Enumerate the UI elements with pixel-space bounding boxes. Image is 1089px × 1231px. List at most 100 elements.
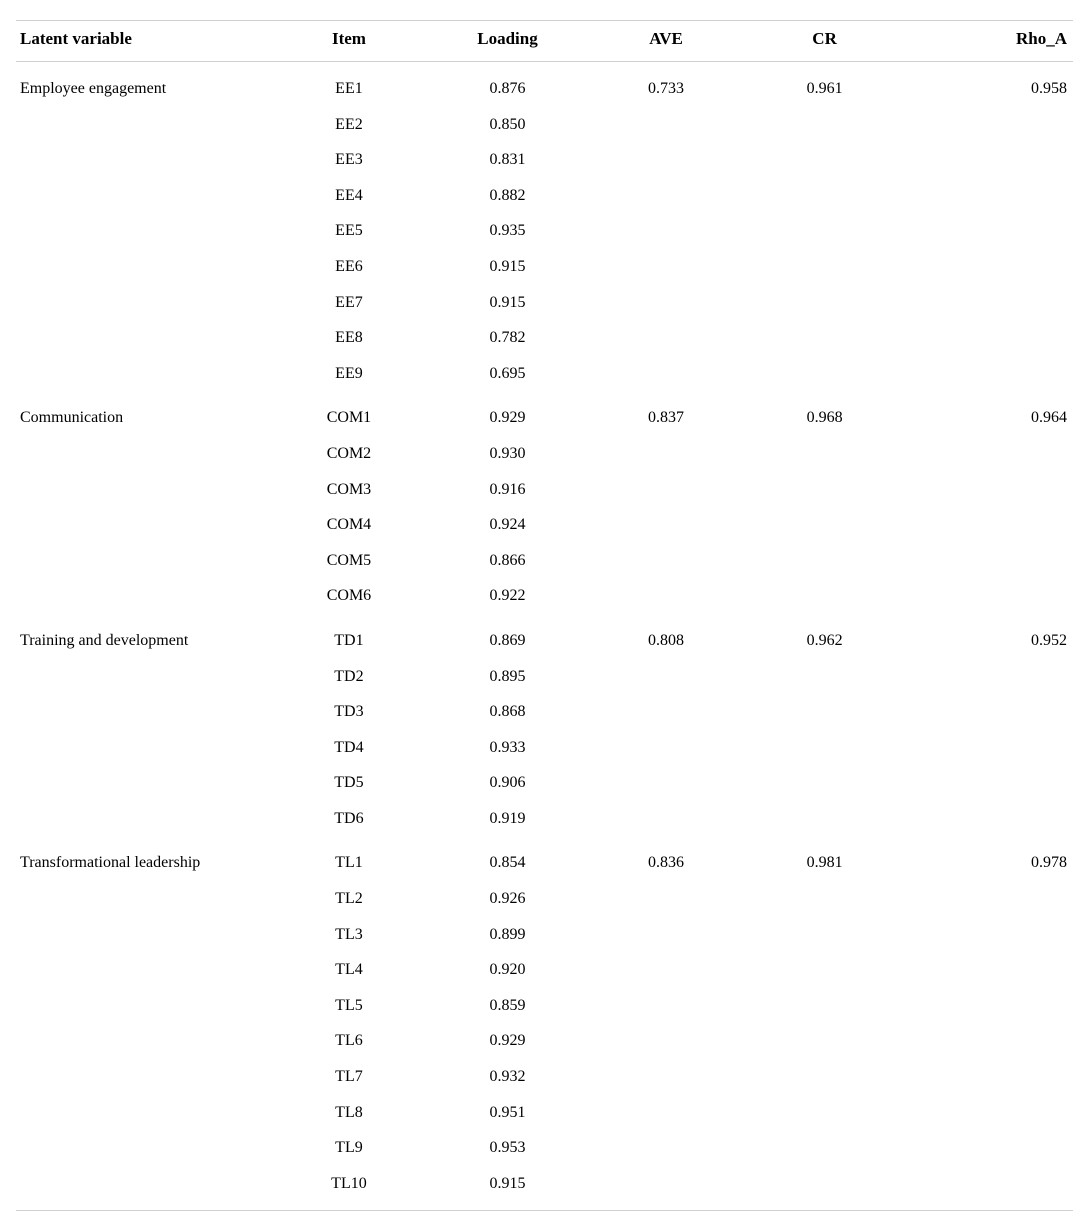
cell-rho-a — [904, 1130, 1073, 1166]
cell-ave — [587, 213, 746, 249]
cell-loading: 0.924 — [428, 507, 587, 543]
cell-loading: 0.882 — [428, 178, 587, 214]
cell-item: EE7 — [270, 285, 429, 321]
cell-rho-a — [904, 578, 1073, 614]
cell-item: EE5 — [270, 213, 429, 249]
table-row: TL100.915 — [16, 1166, 1073, 1211]
cell-cr — [745, 694, 904, 730]
cell-rho-a — [904, 1095, 1073, 1131]
cell-ave: 0.808 — [587, 614, 746, 659]
table-header-row: Latent variable Item Loading AVE CR Rho_… — [16, 21, 1073, 62]
table-row: CommunicationCOM10.9290.8370.9680.964 — [16, 391, 1073, 436]
cell-item: EE2 — [270, 107, 429, 143]
cell-latent-variable — [16, 320, 270, 356]
cell-latent-variable: Training and development — [16, 614, 270, 659]
cell-item: TL3 — [270, 917, 429, 953]
cell-latent-variable — [16, 507, 270, 543]
table-row: TD20.895 — [16, 659, 1073, 695]
cell-rho-a — [904, 988, 1073, 1024]
cell-cr — [745, 988, 904, 1024]
table-row: COM60.922 — [16, 578, 1073, 614]
cell-cr — [745, 1023, 904, 1059]
cell-loading: 0.915 — [428, 249, 587, 285]
cell-loading: 0.854 — [428, 836, 587, 881]
cell-loading: 0.782 — [428, 320, 587, 356]
cell-rho-a: 0.952 — [904, 614, 1073, 659]
table-row: COM20.930 — [16, 436, 1073, 472]
table-row: TL80.951 — [16, 1095, 1073, 1131]
cell-ave — [587, 1023, 746, 1059]
cell-cr: 0.962 — [745, 614, 904, 659]
cell-cr — [745, 543, 904, 579]
cell-cr — [745, 881, 904, 917]
cell-loading: 0.932 — [428, 1059, 587, 1095]
cell-item: EE8 — [270, 320, 429, 356]
cell-ave: 0.733 — [587, 62, 746, 107]
cell-latent-variable — [16, 1130, 270, 1166]
cell-ave — [587, 507, 746, 543]
col-header-latent-variable: Latent variable — [16, 21, 270, 62]
cell-item: COM5 — [270, 543, 429, 579]
cell-latent-variable — [16, 1166, 270, 1211]
cell-cr — [745, 178, 904, 214]
table-row: EE50.935 — [16, 213, 1073, 249]
cell-cr: 0.968 — [745, 391, 904, 436]
cell-item: EE9 — [270, 356, 429, 392]
table-row: Training and developmentTD10.8690.8080.9… — [16, 614, 1073, 659]
table-row: TL90.953 — [16, 1130, 1073, 1166]
cell-rho-a — [904, 730, 1073, 766]
cell-cr — [745, 436, 904, 472]
cell-ave — [587, 1166, 746, 1211]
table-row: EE20.850 — [16, 107, 1073, 143]
cell-loading: 0.930 — [428, 436, 587, 472]
cell-latent-variable — [16, 285, 270, 321]
cell-latent-variable — [16, 988, 270, 1024]
cell-loading: 0.920 — [428, 952, 587, 988]
cell-cr — [745, 320, 904, 356]
table-row: TL70.932 — [16, 1059, 1073, 1095]
cell-item: TD2 — [270, 659, 429, 695]
cell-cr — [745, 917, 904, 953]
cell-ave — [587, 1130, 746, 1166]
cell-cr — [745, 285, 904, 321]
col-header-item: Item — [270, 21, 429, 62]
cell-latent-variable — [16, 178, 270, 214]
cell-item: COM4 — [270, 507, 429, 543]
cell-rho-a — [904, 107, 1073, 143]
cell-rho-a — [904, 694, 1073, 730]
cell-rho-a — [904, 436, 1073, 472]
cell-item: TL10 — [270, 1166, 429, 1211]
cell-loading: 0.850 — [428, 107, 587, 143]
cell-item: TL7 — [270, 1059, 429, 1095]
cell-latent-variable — [16, 578, 270, 614]
cell-item: TD1 — [270, 614, 429, 659]
cell-rho-a — [904, 507, 1073, 543]
cell-rho-a — [904, 659, 1073, 695]
cell-rho-a — [904, 142, 1073, 178]
cell-loading: 0.915 — [428, 285, 587, 321]
cell-item: TL4 — [270, 952, 429, 988]
cell-latent-variable — [16, 730, 270, 766]
cell-loading: 0.929 — [428, 1023, 587, 1059]
table-body: Employee engagementEE10.8760.7330.9610.9… — [16, 62, 1073, 1211]
cell-loading: 0.895 — [428, 659, 587, 695]
table-row: TD60.919 — [16, 801, 1073, 837]
cell-latent-variable — [16, 107, 270, 143]
cell-item: TD4 — [270, 730, 429, 766]
cell-rho-a — [904, 1166, 1073, 1211]
cell-cr — [745, 1166, 904, 1211]
cell-latent-variable — [16, 356, 270, 392]
cell-latent-variable: Transformational leadership — [16, 836, 270, 881]
cell-ave — [587, 107, 746, 143]
cell-item: EE4 — [270, 178, 429, 214]
cell-cr — [745, 1059, 904, 1095]
cell-rho-a — [904, 1023, 1073, 1059]
table-row: Employee engagementEE10.8760.7330.9610.9… — [16, 62, 1073, 107]
table-row: EE30.831 — [16, 142, 1073, 178]
cell-ave — [587, 952, 746, 988]
cell-loading: 0.929 — [428, 391, 587, 436]
cell-ave — [587, 249, 746, 285]
cell-item: EE6 — [270, 249, 429, 285]
cell-latent-variable — [16, 142, 270, 178]
table-row: COM40.924 — [16, 507, 1073, 543]
